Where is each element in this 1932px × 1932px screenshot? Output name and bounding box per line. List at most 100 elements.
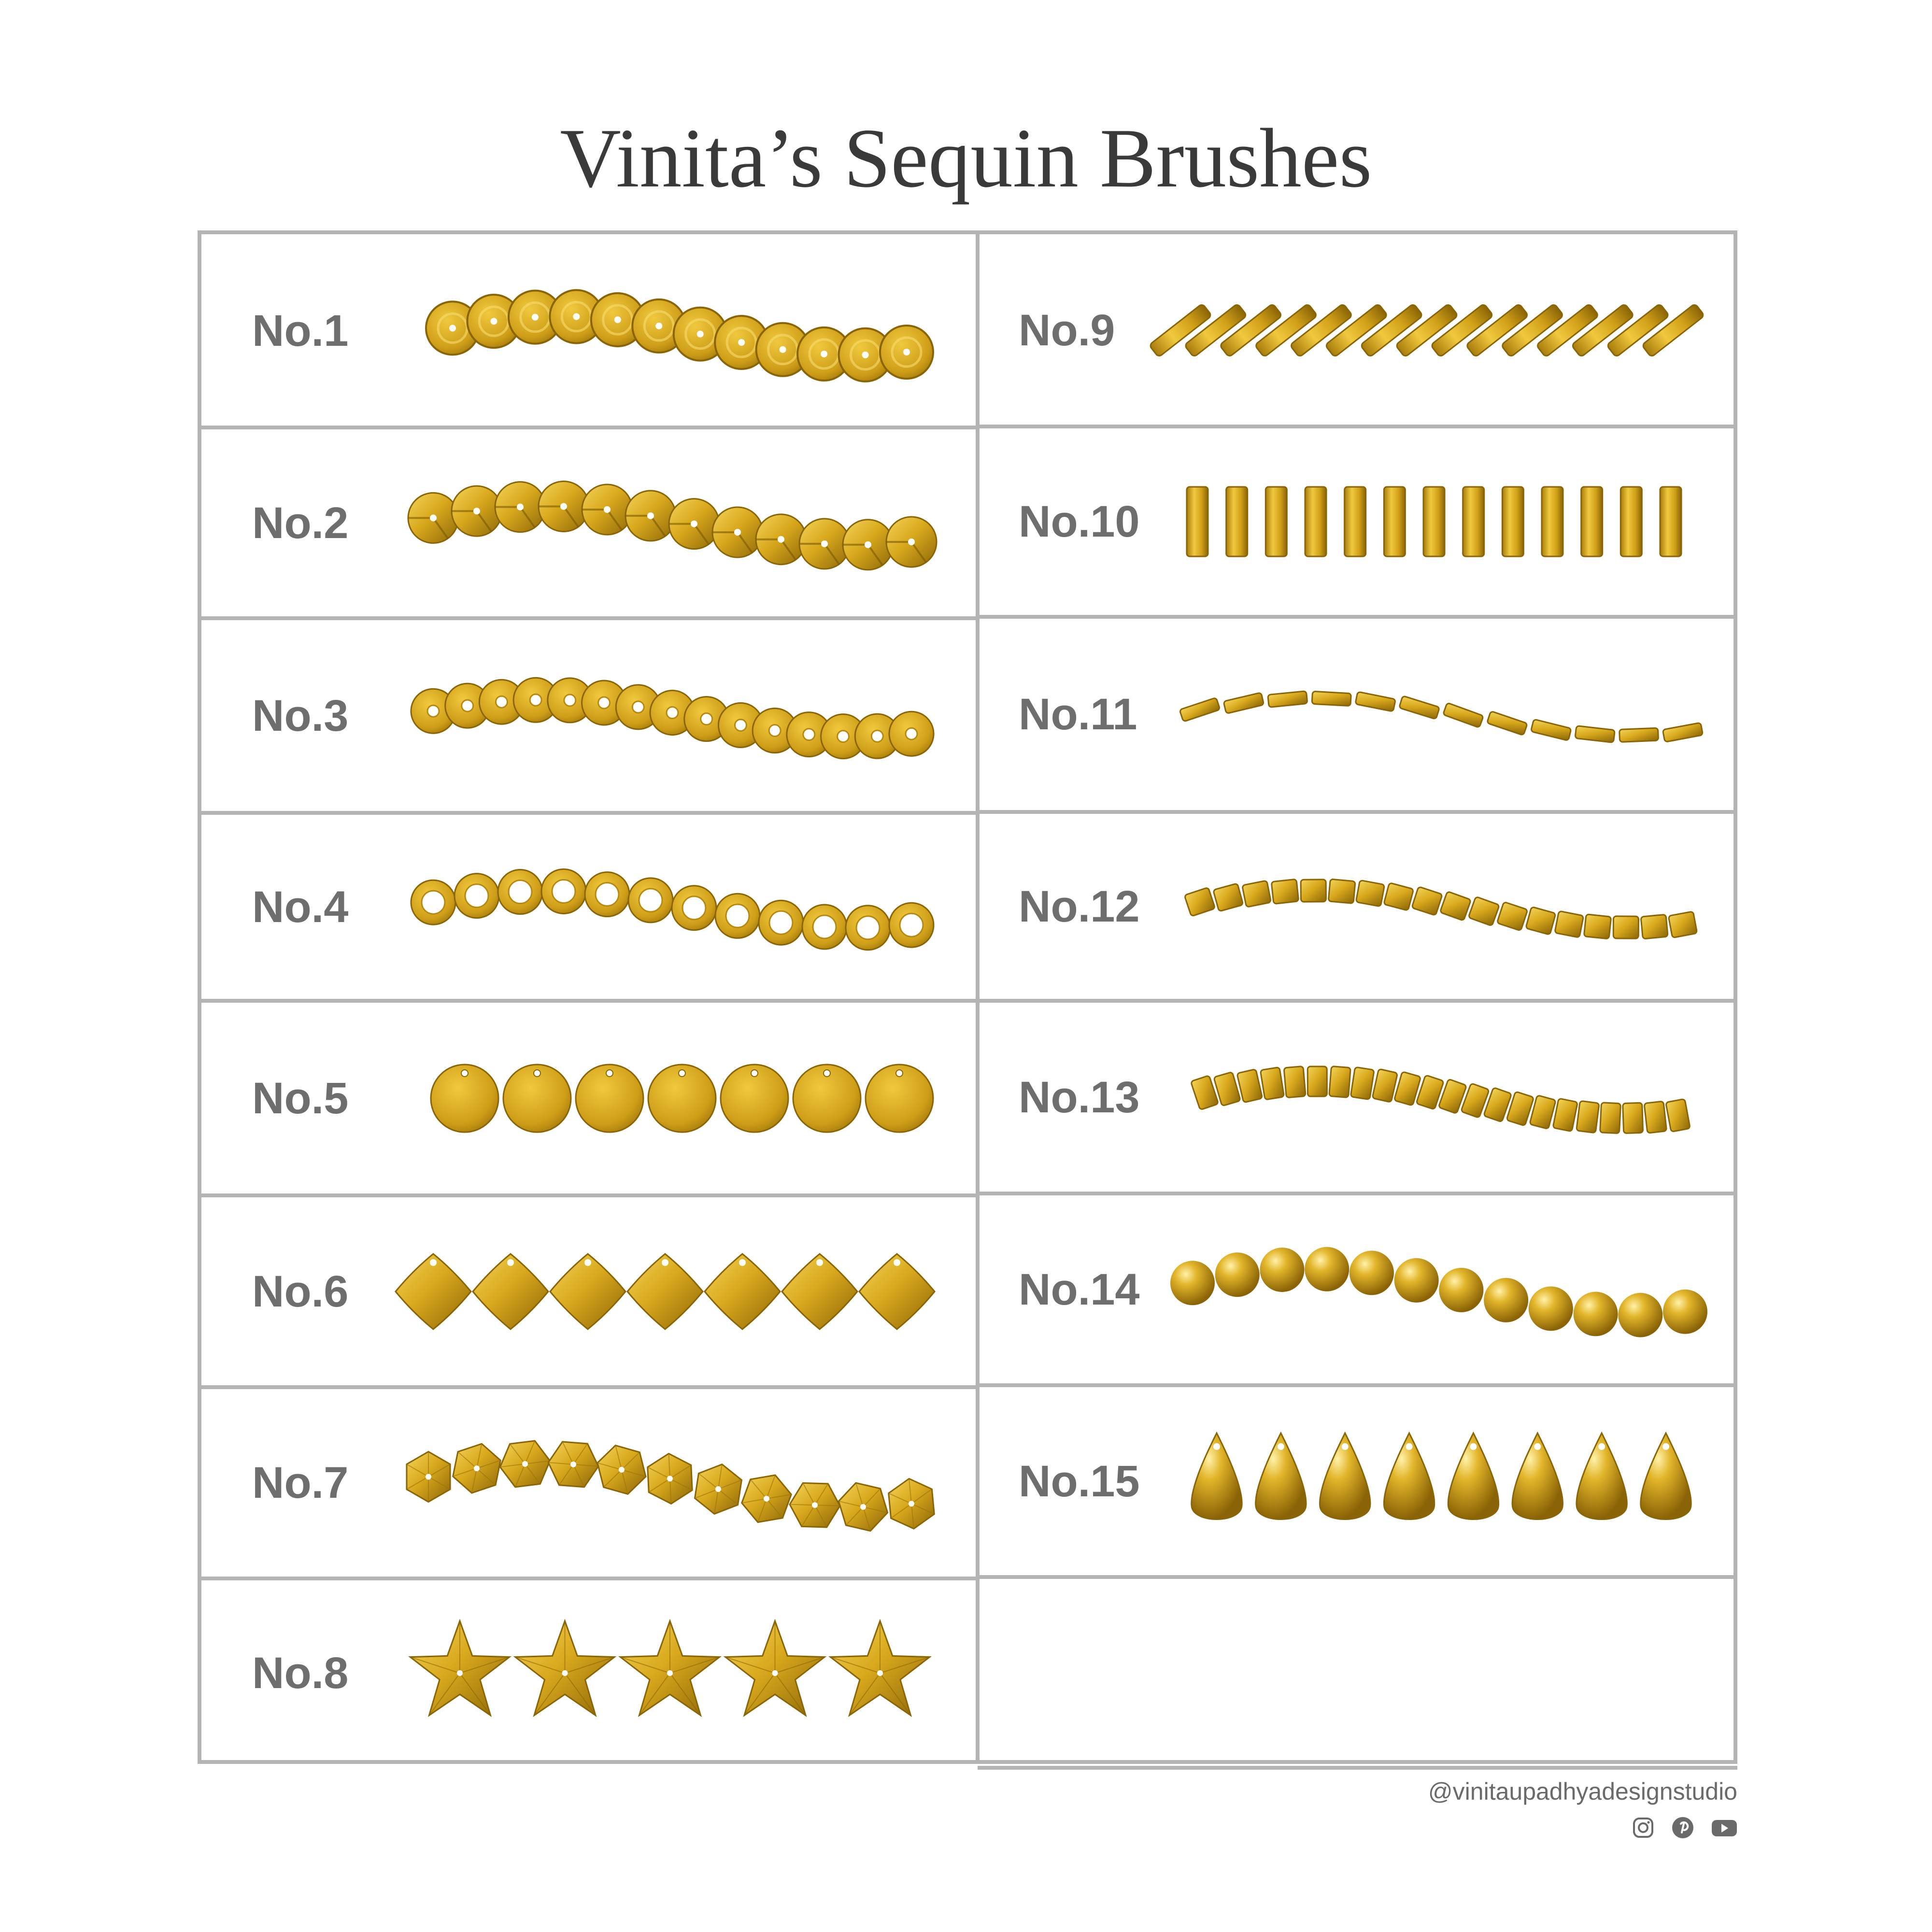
tube-bead — [1383, 882, 1414, 911]
tube-bead — [1191, 1075, 1219, 1110]
brush-label: No.14 — [1019, 1264, 1140, 1314]
tube-bead — [1531, 719, 1572, 741]
star-sequin — [408, 1619, 511, 1717]
tube-bead — [1599, 1101, 1621, 1134]
hexagon-sequin — [694, 1463, 743, 1515]
cup-sequin — [755, 513, 807, 565]
diamond-sequin — [704, 1252, 781, 1330]
brush-preview — [1184, 878, 1698, 939]
teardrop-sequin — [1511, 1431, 1563, 1520]
tube-bead — [1179, 697, 1220, 722]
diamond-sequin — [858, 1252, 936, 1330]
bugle-bead — [1304, 486, 1327, 557]
hexagon-sequin — [888, 1477, 935, 1530]
ring-sequin — [888, 902, 935, 948]
ring-sequin — [683, 696, 730, 742]
instagram-icon[interactable] — [1632, 1816, 1655, 1839]
cup-sequin — [538, 480, 590, 532]
slanted-bugle — [1572, 304, 1634, 356]
slanted-bugle — [1326, 304, 1387, 356]
pearl-bead — [1573, 1291, 1618, 1336]
brush-preview — [410, 868, 935, 951]
brush-preview — [407, 480, 938, 570]
ring-sequin — [758, 899, 804, 946]
diamond-sequin — [472, 1252, 549, 1330]
diamond-sequin — [781, 1252, 858, 1330]
pinterest-icon[interactable] — [1671, 1816, 1694, 1839]
slanted-bugle — [1255, 304, 1317, 356]
tube-bead — [1443, 703, 1484, 728]
cup-sequin — [625, 489, 677, 541]
tube-bead — [1487, 711, 1528, 736]
pearl-bead — [1215, 1252, 1260, 1297]
social-links — [1632, 1816, 1737, 1839]
brush-label: No.3 — [252, 691, 349, 740]
disc-sequin — [792, 1064, 862, 1133]
cup-sequin — [451, 485, 503, 537]
brush-cell-11: No.11 — [978, 617, 1737, 814]
brush-preview — [1170, 1247, 1707, 1337]
tube-bead — [1554, 910, 1584, 938]
star-sequin — [828, 1619, 932, 1717]
cup-sequin — [885, 515, 938, 568]
pearl-bead — [1170, 1260, 1215, 1305]
pearl-bead — [1618, 1293, 1663, 1337]
teardrop-sequin — [1191, 1431, 1243, 1520]
hexagon-sequin — [789, 1482, 841, 1528]
tube-bead — [1483, 1087, 1512, 1122]
youtube-icon[interactable] — [1711, 1816, 1737, 1839]
brush-label: No.9 — [1019, 306, 1115, 355]
tube-bead — [1461, 1083, 1490, 1118]
teardrop-sequin — [1383, 1431, 1435, 1520]
disc-sequin — [502, 1064, 572, 1133]
slanted-bugle — [1607, 304, 1669, 356]
brush-cell-4: No.4 — [201, 813, 976, 1003]
bugle-bead — [1619, 486, 1643, 557]
hexagon-sequin — [547, 1441, 599, 1488]
brush-label: No.5 — [252, 1073, 349, 1123]
slanted-bugle — [1431, 304, 1493, 356]
ring-sequin — [478, 679, 525, 725]
tube-bead — [1640, 913, 1669, 939]
slanted-bugle — [1502, 304, 1563, 356]
row-divider — [978, 1192, 1737, 1195]
tube-bead — [1668, 910, 1698, 938]
brush-label: No.4 — [252, 882, 349, 932]
brush-preview — [1179, 690, 1704, 743]
sequin — [879, 324, 934, 380]
pearl-bead — [1528, 1286, 1573, 1331]
row-divider — [978, 810, 1737, 814]
ring-sequin — [410, 879, 456, 925]
bugle-bead — [1462, 486, 1485, 557]
tube-bead — [1552, 1098, 1578, 1132]
tube-bead — [1300, 878, 1327, 903]
tube-bead — [1440, 891, 1471, 921]
brush-cell-9: No.9 — [978, 234, 1737, 428]
tube-bead — [1372, 1068, 1398, 1103]
tube-bead — [1328, 878, 1356, 904]
brush-cell-16 — [978, 1577, 1737, 1770]
brush-label: No.1 — [252, 306, 349, 355]
hexagon-sequin — [452, 1443, 501, 1494]
tube-bead — [1438, 1079, 1467, 1114]
tube-bead — [1525, 906, 1556, 935]
tube-bead — [1399, 696, 1440, 720]
brush-grid: No.1 No.2 No.3 No.4 No.5 No.6 No.7 No.8 No.9 No.… — [198, 230, 1737, 1770]
diamond-sequin — [395, 1252, 472, 1330]
slanted-bugle — [1642, 304, 1704, 356]
row-divider — [978, 1766, 1737, 1770]
hexagon-sequin — [647, 1452, 693, 1505]
tube-bead — [1612, 915, 1639, 939]
ring-sequin — [888, 710, 935, 757]
tube-bead — [1260, 1066, 1285, 1100]
cup-sequin — [494, 481, 546, 533]
row-divider — [978, 615, 1737, 619]
disc-sequin — [647, 1064, 717, 1133]
brush-preview — [406, 1440, 935, 1532]
pearl-bead — [1305, 1247, 1350, 1292]
pearl-bead — [1663, 1289, 1707, 1334]
ring-sequin — [540, 868, 587, 914]
tube-bead — [1506, 1091, 1534, 1126]
star-sequin — [513, 1619, 617, 1717]
disc-sequin — [430, 1064, 499, 1133]
